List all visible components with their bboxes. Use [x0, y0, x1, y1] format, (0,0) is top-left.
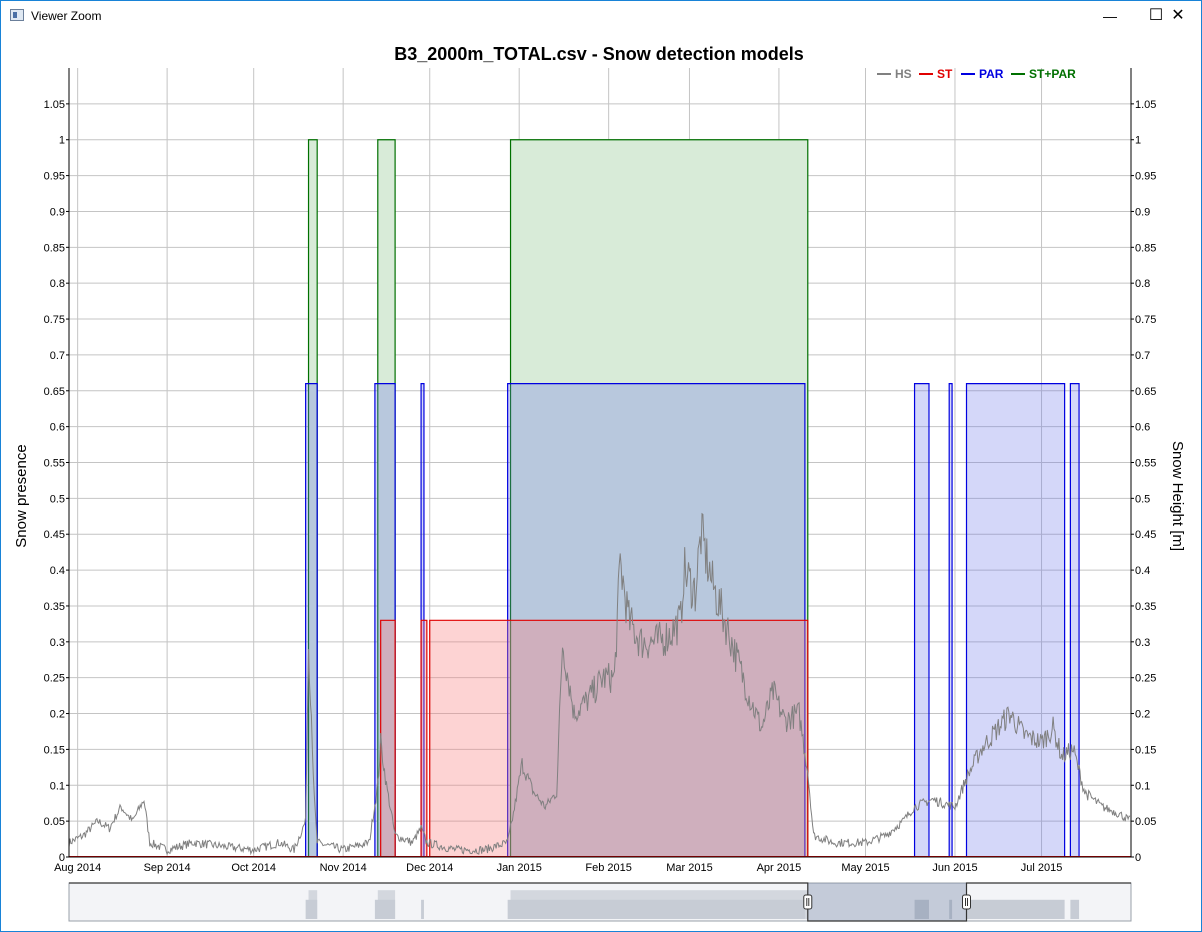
segment-par: [1069, 383, 1080, 857]
y-axis-left-label: Snow presence: [13, 444, 30, 547]
y-tick-label-left: 0.95: [44, 171, 65, 183]
x-tick-label: Jan 2015: [497, 862, 542, 874]
y-tick-label-right: 0.35: [1135, 601, 1156, 613]
y-tick-label-right: 0.05: [1135, 816, 1156, 828]
y-tick-label-left: 0.6: [50, 422, 65, 434]
navigator-handle[interactable]: [962, 894, 972, 910]
segment-st-par: [509, 139, 809, 857]
y-tick-label-left: 0.3: [50, 637, 65, 649]
y-tick-label-right: 1.05: [1135, 99, 1156, 111]
legend-label: HS: [895, 67, 912, 81]
segment-par: [913, 383, 930, 857]
snow-detection-chart[interactable]: B3_2000m_TOTAL.csv - Snow detection mode…: [1, 31, 1201, 929]
y-tick-label-right: 0.85: [1135, 242, 1156, 254]
navigator-outline: [69, 882, 1131, 922]
navigator-overview-segment: [421, 899, 424, 919]
y-tick-label-left: 0.05: [44, 816, 65, 828]
y-tick-label-right: 0: [1135, 852, 1141, 864]
navigator-selection: [807, 883, 967, 921]
y-tick-label-left: 0.7: [50, 350, 65, 362]
navigator-overview-segment: [507, 899, 805, 919]
x-tick-label: Oct 2014: [231, 862, 276, 874]
y-tick-label-right: 0.7: [1135, 350, 1150, 362]
series-hs: [68, 512, 1131, 856]
chart-title: B3_2000m_TOTAL.csv - Snow detection mode…: [394, 44, 803, 64]
y-tick-label-left: 0.2: [50, 709, 65, 721]
navigator-overview-segment: [1070, 899, 1080, 919]
x-tick-label: Feb 2015: [585, 862, 631, 874]
y-axis-right-label: Snow Height [m]: [1169, 441, 1186, 551]
segment-par: [948, 383, 953, 857]
segment-st: [429, 619, 809, 857]
y-tick-label-left: 0.15: [44, 744, 65, 756]
y-tick-label-right: 0.65: [1135, 386, 1156, 398]
y-tick-label-left: 0.35: [44, 601, 65, 613]
navigator-overview-segment: [966, 899, 1065, 919]
title-bar[interactable]: Viewer Zoom — ☐ ✕: [1, 1, 1201, 31]
y-tick-label-left: 0.75: [44, 314, 65, 326]
y-tick-label-right: 0.2: [1135, 709, 1150, 721]
legend-label: PAR: [979, 67, 1004, 81]
y-tick-label-right: 0.45: [1135, 529, 1156, 541]
close-button[interactable]: ✕: [1171, 7, 1185, 24]
y-tick-label-left: 0.65: [44, 386, 65, 398]
x-tick-label: Jun 2015: [932, 862, 977, 874]
y-tick-label-right: 0.6: [1135, 422, 1150, 434]
y-tick-label-left: 0.5: [50, 493, 65, 505]
y-tick-label-left: 0.85: [44, 242, 65, 254]
y-tick-label-left: 0.8: [50, 278, 65, 290]
segment-st: [420, 619, 428, 857]
segment-par: [305, 383, 318, 857]
x-tick-label: Nov 2014: [320, 862, 367, 874]
legend-label: ST+PAR: [1029, 67, 1076, 81]
navigator-overview-segment: [374, 899, 396, 919]
y-tick-label-right: 0.8: [1135, 278, 1150, 290]
app-window-icon: [10, 9, 24, 21]
y-tick-label-left: 0.25: [44, 673, 65, 685]
y-tick-label-right: 0.3: [1135, 637, 1150, 649]
navigator-overview-segment: [305, 899, 318, 919]
series-st: [69, 619, 1131, 857]
range-navigator[interactable]: [68, 882, 1132, 922]
y-tick-label-left: 0: [59, 852, 65, 864]
y-tick-label-right: 0.1: [1135, 780, 1150, 792]
y-tick-label-left: 1.05: [44, 99, 65, 111]
x-tick-label: Jul 2015: [1021, 862, 1063, 874]
y-tick-label-right: 0.95: [1135, 171, 1156, 183]
y-tick-label-left: 0.9: [50, 206, 65, 218]
y-tick-label-right: 0.4: [1135, 565, 1150, 577]
y-tick-label-left: 0.55: [44, 458, 65, 470]
x-tick-label: May 2015: [841, 862, 889, 874]
y-tick-label-left: 1: [59, 135, 65, 147]
y-tick-label-right: 0.5: [1135, 493, 1150, 505]
y-tick-label-right: 0.75: [1135, 314, 1156, 326]
x-tick-label: Dec 2014: [406, 862, 453, 874]
minimize-button[interactable]: —: [1103, 8, 1117, 24]
maximize-button[interactable]: ☐: [1148, 7, 1164, 24]
hs-line: [68, 512, 1131, 856]
x-tick-label: Aug 2014: [54, 862, 101, 874]
y-tick-label-left: 0.45: [44, 529, 65, 541]
chart-legend: HS ST PAR ST+PAR: [877, 67, 1076, 81]
x-tick-label: Sep 2014: [144, 862, 191, 874]
y-tick-label-left: 0.4: [50, 565, 65, 577]
y-tick-label-right: 1: [1135, 135, 1141, 147]
window-title: Viewer Zoom: [31, 9, 102, 23]
x-tick-label: Mar 2015: [666, 862, 712, 874]
x-tick-label: Apr 2015: [757, 862, 802, 874]
legend-label: ST: [937, 67, 953, 81]
y-tick-label-right: 0.15: [1135, 744, 1156, 756]
y-tick-label-right: 0.55: [1135, 458, 1156, 470]
y-tick-label-right: 0.9: [1135, 206, 1150, 218]
chart-axes: 0 0 0.05 0.05 0.1 0.1 0.15 0.15 0.2 0.2 0.25 0.25 0.…: [44, 68, 1156, 874]
y-tick-label-left: 0.1: [50, 780, 65, 792]
y-tick-label-right: 0.25: [1135, 673, 1156, 685]
navigator-handle[interactable]: [803, 894, 813, 910]
navigator-overview-segment: [914, 899, 929, 919]
segment-par: [965, 383, 1066, 857]
navigator-overview-segment: [949, 899, 953, 919]
